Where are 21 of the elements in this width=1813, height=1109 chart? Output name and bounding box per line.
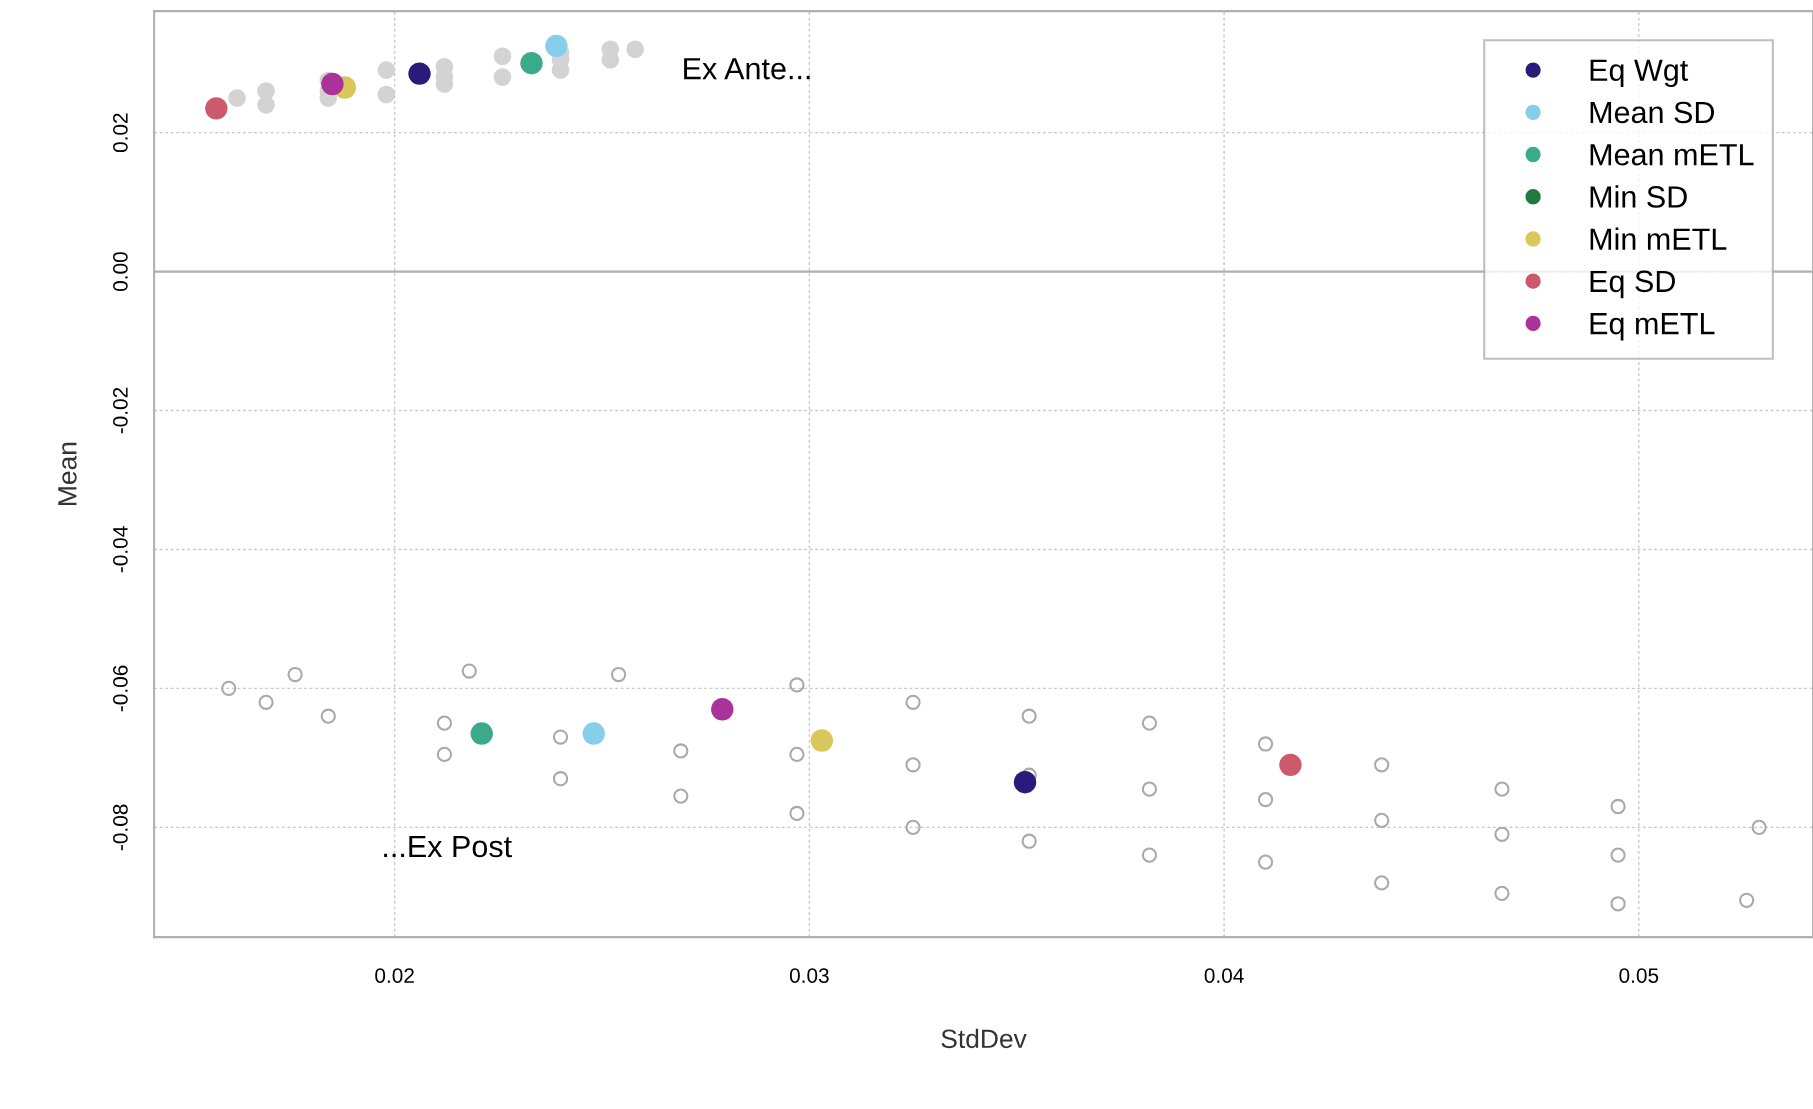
- x-tick-label: 0.05: [1619, 968, 1659, 983]
- x-axis-title: StdDev: [941, 1028, 1027, 1049]
- y-tick-label: -0.04: [113, 526, 128, 573]
- y-tick-label: 0.02: [113, 113, 128, 153]
- y-tick-label: -0.06: [113, 665, 128, 712]
- legend-label: Eq mETL: [1590, 313, 1715, 341]
- x-tick-label: 0.02: [375, 968, 414, 983]
- legend-label: Min SD: [1590, 185, 1687, 208]
- legend-label: Eq SD: [1590, 270, 1675, 299]
- annotation: Ex Ante...: [684, 58, 810, 80]
- y-tick-label: -0.02: [113, 387, 128, 434]
- legend-label: Min mETL: [1590, 227, 1727, 250]
- y-tick-label: -0.08: [113, 804, 128, 851]
- annotation: ...Ex Post: [384, 836, 512, 858]
- x-tick-label: 0.04: [1204, 968, 1244, 983]
- legend-label: Mean SD: [1590, 101, 1715, 124]
- x-tick-label: 0.03: [789, 968, 829, 983]
- legend-label: Eq Wgt: [1590, 59, 1689, 88]
- y-tick-label: 0.00: [113, 252, 128, 292]
- y-axis-title: Mean: [58, 442, 77, 505]
- legend-label: Mean mETL: [1590, 144, 1754, 166]
